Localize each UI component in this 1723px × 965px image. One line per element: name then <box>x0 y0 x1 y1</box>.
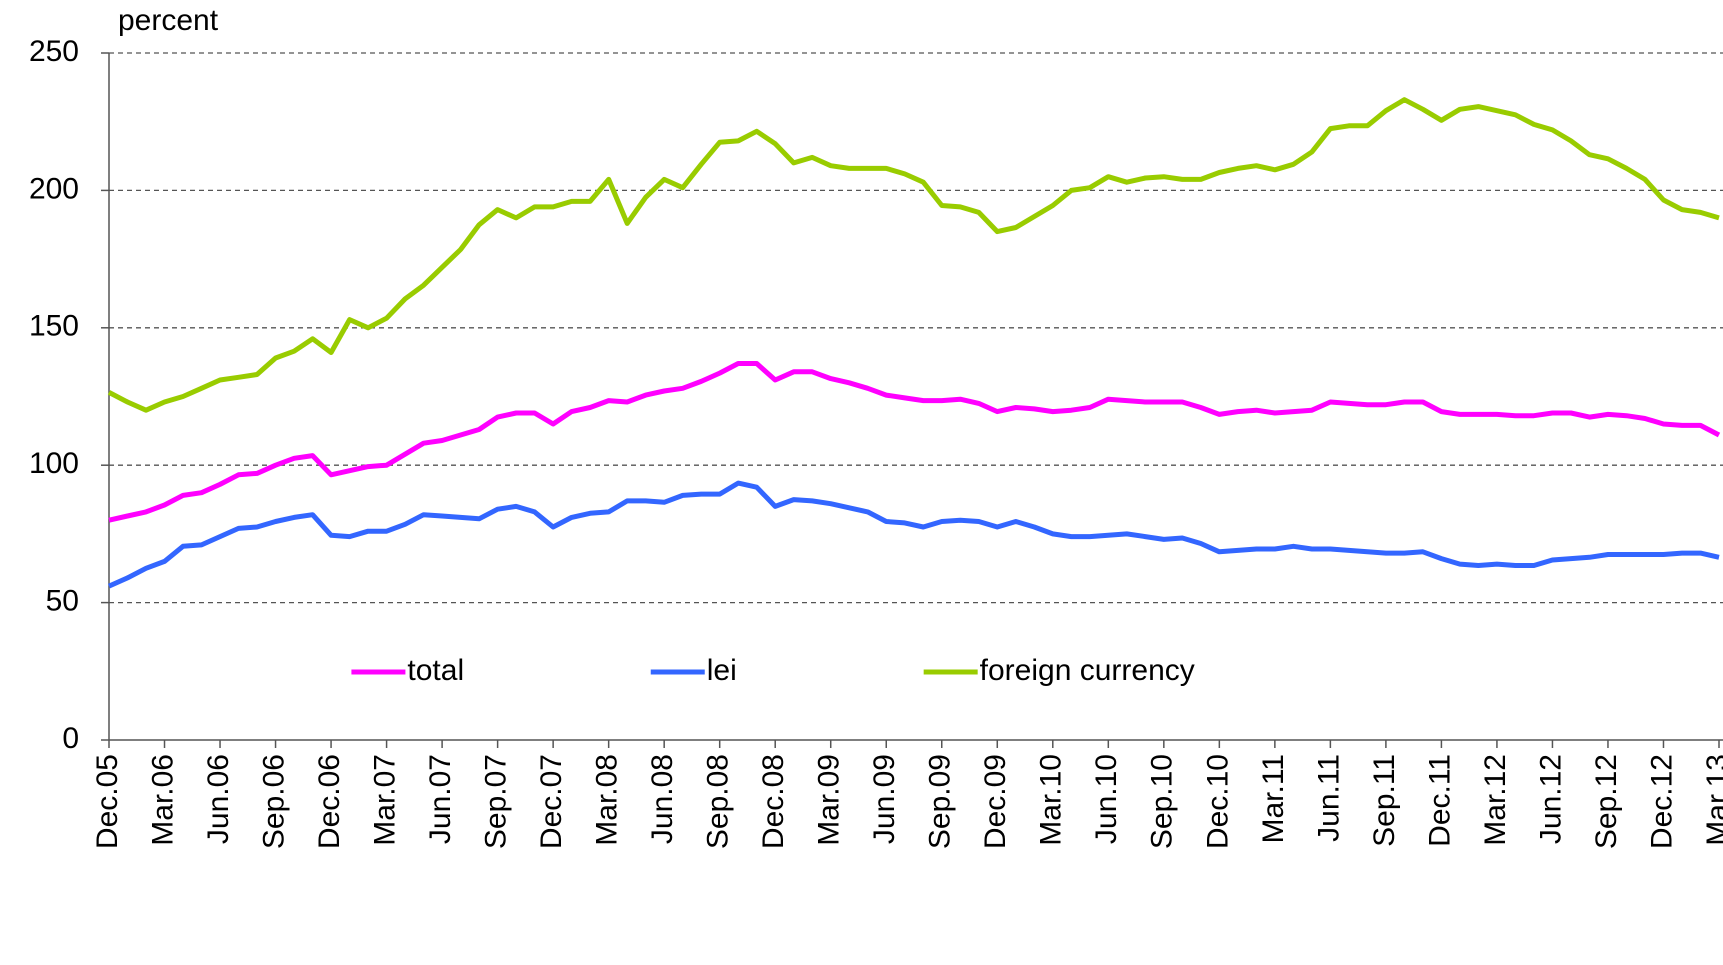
series-line <box>107 480 1720 589</box>
y-tick-label: 100 <box>29 447 79 480</box>
x-tick-label: Dec.12 <box>1645 754 1678 849</box>
x-tick-label: Jun.09 <box>868 754 901 844</box>
x-tick-label: Jun.07 <box>424 754 457 844</box>
y-tick-label: 50 <box>46 585 79 618</box>
y-axis-label: percent <box>118 4 219 37</box>
series-line <box>108 361 1721 523</box>
y-tick-label: 150 <box>29 310 79 343</box>
x-tick-label: Sep.11 <box>1368 754 1401 847</box>
x-tick-label: Jun.11 <box>1312 754 1345 842</box>
y-tick-label: 200 <box>29 172 79 205</box>
x-tick-label: Sep.08 <box>702 754 735 849</box>
y-tick-label: 0 <box>62 722 79 755</box>
legend-label: foreign currency <box>980 654 1195 687</box>
x-tick-label: Sep.10 <box>1146 754 1179 849</box>
x-tick-label: Mar.09 <box>813 754 846 846</box>
x-tick-label: Sep.12 <box>1590 754 1623 849</box>
x-tick-label: Jun.12 <box>1534 754 1567 844</box>
x-tick-label: Dec.06 <box>313 754 346 849</box>
x-tick-label: Sep.07 <box>480 754 513 849</box>
x-tick-label: Jun.06 <box>202 754 235 844</box>
x-tick-label: Dec.11 <box>1423 754 1456 847</box>
x-tick-label: Mar.06 <box>146 754 179 846</box>
series-line <box>107 97 1720 413</box>
x-tick-label: Dec.07 <box>535 754 568 849</box>
y-tick-label: 250 <box>29 35 79 68</box>
x-tick-label: Mar.08 <box>591 754 624 846</box>
x-tick-label: Sep.06 <box>257 754 290 849</box>
legend-label: total <box>407 654 464 687</box>
x-tick-label: Mar.10 <box>1035 754 1068 846</box>
x-tick-label: Dec.10 <box>1201 754 1234 849</box>
x-tick-label: Mar.12 <box>1479 754 1512 846</box>
x-tick-label: Mar.07 <box>369 754 402 846</box>
x-tick-label: Jun.08 <box>646 754 679 844</box>
x-tick-label: Dec.09 <box>979 754 1012 849</box>
x-tick-label: Dec.05 <box>91 754 124 849</box>
x-tick-label: Sep.09 <box>924 754 957 849</box>
legend-label: lei <box>707 654 737 687</box>
x-tick-label: Dec.08 <box>757 754 790 849</box>
x-tick-label: Mar.13 <box>1701 754 1723 846</box>
x-tick-label: Mar.11 <box>1257 754 1290 844</box>
x-tick-label: Jun.10 <box>1090 754 1123 844</box>
